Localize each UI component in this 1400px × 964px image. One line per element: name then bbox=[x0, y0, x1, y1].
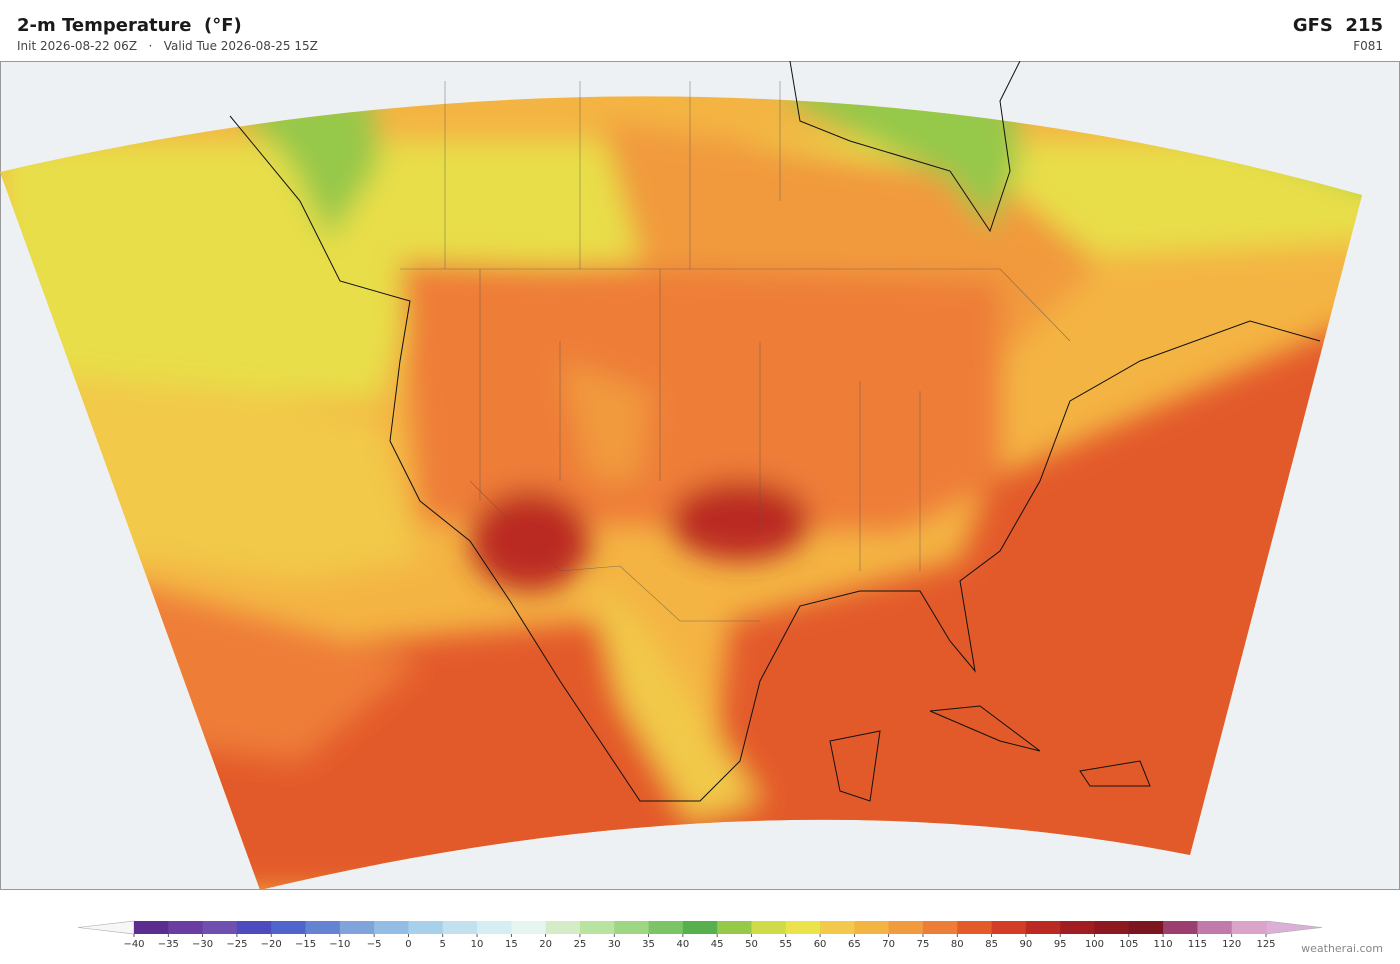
map-title: 2-m Temperature (°F) bbox=[17, 15, 242, 36]
colorbar-segment bbox=[408, 921, 444, 934]
map-subtitle: Init 2026-08-22 06Z · Valid Tue 2026-08-… bbox=[17, 39, 318, 53]
colorbar-tick-label: 5 bbox=[440, 939, 446, 950]
colorbar-segment bbox=[717, 921, 752, 934]
colorbar-segment bbox=[1163, 921, 1198, 934]
colorbar-over bbox=[1265, 920, 1323, 935]
colorbar-tick-label: −25 bbox=[226, 939, 247, 950]
colorbar-tick-label: 55 bbox=[779, 939, 792, 950]
colorbar: −40 −35 −30 −25 −20 −15 −10 −5 0 5 10 15 20 25 30 35 40 4… bbox=[77, 920, 1323, 950]
colorbar-tick-label: 115 bbox=[1188, 939, 1207, 950]
colorbar-tick-label: 40 bbox=[676, 939, 689, 950]
colorbar-tick-label: 15 bbox=[505, 939, 518, 950]
colorbar-segment bbox=[1025, 921, 1061, 934]
colorbar-segment bbox=[134, 921, 169, 934]
colorbar-tick-label: 120 bbox=[1222, 939, 1241, 950]
colorbar-tick-label: 70 bbox=[882, 939, 895, 950]
colorbar-tick-label: 60 bbox=[814, 939, 827, 950]
colorbar-tick-label: −30 bbox=[192, 939, 213, 950]
forecast-hour: F081 bbox=[1353, 39, 1383, 53]
colorbar-segment bbox=[614, 921, 649, 934]
colorbar-segment bbox=[991, 921, 1027, 934]
colorbar-segment bbox=[682, 921, 718, 934]
colorbar-tick-label: 10 bbox=[471, 939, 484, 950]
colorbar-segment bbox=[339, 921, 375, 934]
credit: weatherai.com bbox=[1301, 942, 1383, 955]
colorbar-segment bbox=[1231, 921, 1267, 934]
colorbar-tick-label: 95 bbox=[1054, 939, 1067, 950]
colorbar-tick-label: −15 bbox=[295, 939, 316, 950]
colorbar-tick-label: 100 bbox=[1085, 939, 1104, 950]
colorbar-tick-label: 45 bbox=[711, 939, 724, 950]
colorbar-segment bbox=[1060, 921, 1095, 934]
colorbar-tick-label: 65 bbox=[848, 939, 861, 950]
colorbar-segment bbox=[236, 921, 272, 934]
colorbar-segment bbox=[854, 921, 890, 934]
colorbar-tick-label: −10 bbox=[329, 939, 350, 950]
colorbar-tick-label: 0 bbox=[405, 939, 411, 950]
colorbar-segment bbox=[442, 921, 478, 934]
colorbar-segment bbox=[271, 921, 306, 934]
colorbar-segment bbox=[1197, 921, 1233, 934]
colorbar-tick-label: 75 bbox=[917, 939, 930, 950]
colorbar-segment bbox=[168, 921, 204, 934]
colorbar-segment bbox=[785, 921, 821, 934]
colorbar-tick-label: 110 bbox=[1154, 939, 1173, 950]
colorbar-segment bbox=[477, 921, 512, 934]
colorbar-segment bbox=[888, 921, 924, 934]
colorbar-tick-label: 80 bbox=[951, 939, 964, 950]
colorbar-segment bbox=[957, 921, 992, 934]
colorbar-tick-label: 30 bbox=[608, 939, 621, 950]
colorbar-under bbox=[77, 920, 135, 935]
colorbar-segment bbox=[202, 921, 238, 934]
colorbar-tick-label: 25 bbox=[574, 939, 587, 950]
map bbox=[0, 61, 1400, 890]
colorbar-segment bbox=[374, 921, 409, 934]
colorbar-segment bbox=[305, 921, 341, 934]
colorbar-segment bbox=[579, 921, 615, 934]
colorbar-tick-label: 85 bbox=[985, 939, 998, 950]
model-name: GFS 215 bbox=[1292, 15, 1383, 36]
colorbar-tick-label: 50 bbox=[745, 939, 758, 950]
colorbar-tick-label: 90 bbox=[1020, 939, 1033, 950]
colorbar-tick-label: 125 bbox=[1256, 939, 1275, 950]
colorbar-tick-label: −40 bbox=[123, 939, 144, 950]
colorbar-segment bbox=[820, 921, 855, 934]
colorbar-segment bbox=[922, 921, 958, 934]
colorbar-tick-label: 35 bbox=[642, 939, 655, 950]
colorbar-segment bbox=[1094, 921, 1130, 934]
colorbar-segment bbox=[511, 921, 547, 934]
temperature-field bbox=[0, 96, 1362, 890]
colorbar-tick-label: −35 bbox=[158, 939, 179, 950]
colorbar-segment bbox=[545, 921, 581, 934]
colorbar-tick-label: −5 bbox=[367, 939, 382, 950]
colorbar-tick-label: 105 bbox=[1119, 939, 1138, 950]
colorbar-segment bbox=[1128, 921, 1164, 934]
coastlines bbox=[229, 61, 1321, 802]
colorbar-segment bbox=[751, 921, 787, 934]
colorbar-tick-label: 20 bbox=[539, 939, 552, 950]
colorbar-segment bbox=[648, 921, 684, 934]
colorbar-tick-label: −20 bbox=[261, 939, 282, 950]
borders bbox=[400, 81, 1071, 622]
